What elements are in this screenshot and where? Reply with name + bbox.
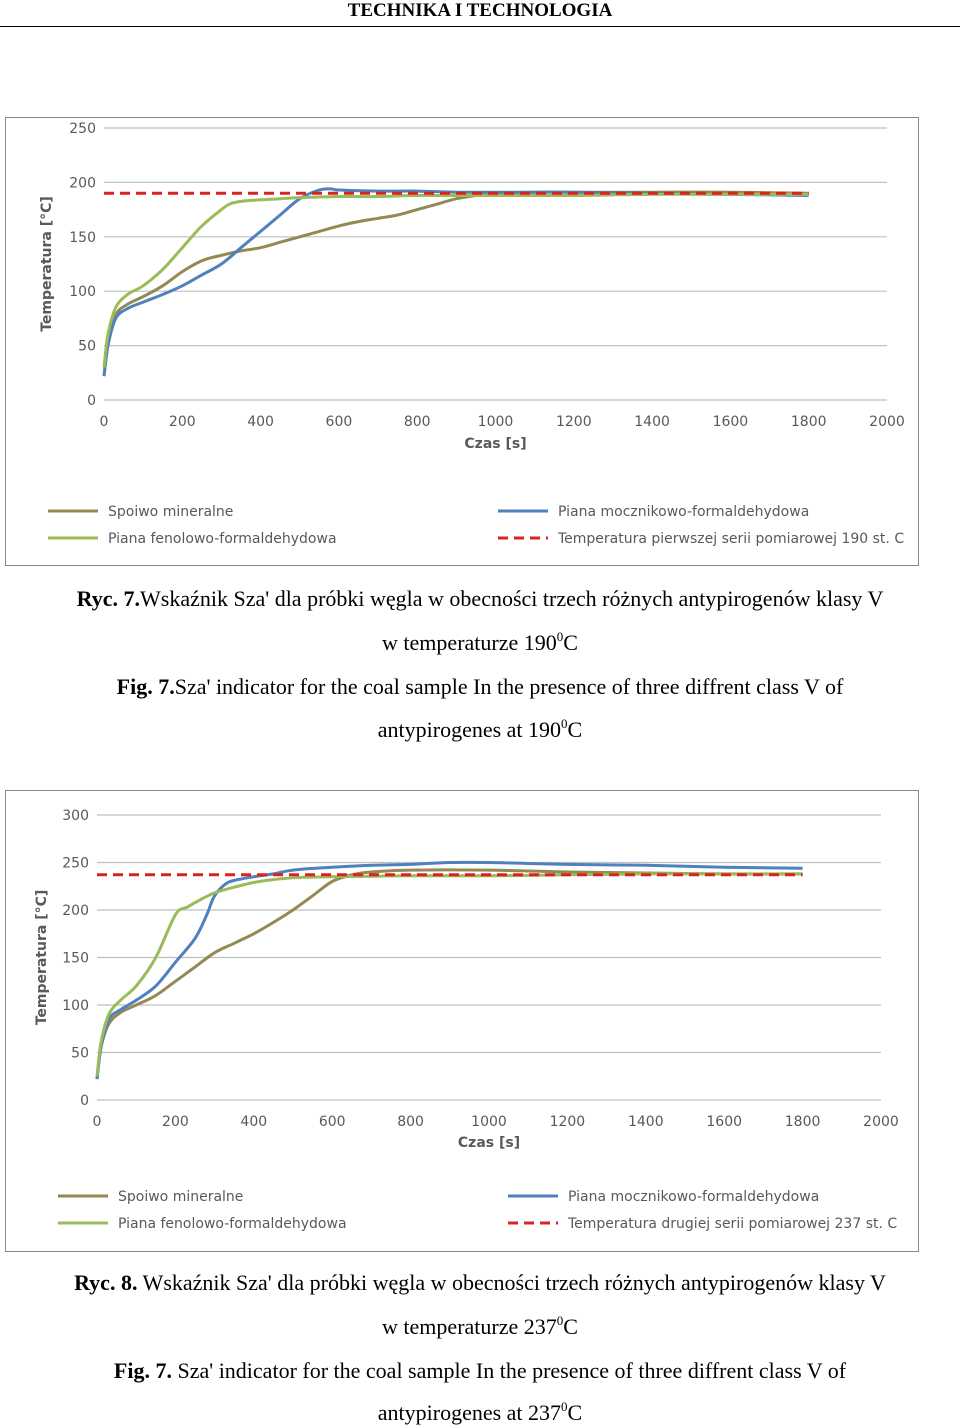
- chart-2-xtick-label: 1600: [706, 1114, 742, 1130]
- chart-2-xaxis-title: Czas [s]: [458, 1135, 520, 1151]
- chart-1-xtick-label: 400: [247, 414, 274, 430]
- page-header: TECHNIKA I TECHNOLOGIA: [0, 0, 960, 27]
- chart-1-legend-label-1: Spoiwo mineralne: [108, 504, 233, 520]
- chart-1: 0 50 100 150 200 250 0 200 400 600 800 1000 1200 1400…: [5, 117, 919, 566]
- caption-1-pl-line2-text: w temperaturze 190: [382, 630, 557, 655]
- caption-2-pl-unit: C: [563, 1314, 578, 1339]
- chart-1-legend-label-3: Piana fenolowo-formaldehydowa: [108, 531, 337, 547]
- caption-2-en-label: Fig. 7.: [113, 1358, 172, 1383]
- caption-2-en-sup: 0: [561, 1399, 568, 1414]
- chart-1-xtick-label: 200: [169, 414, 196, 430]
- chart-2-ytick-label: 0: [80, 1093, 89, 1109]
- chart-2-xtick-label: 800: [397, 1114, 424, 1130]
- chart-2-ytick-label: 100: [62, 998, 89, 1014]
- chart-2-legend-label-4: Temperatura drugiej serii pomiarowej 237…: [567, 1216, 897, 1232]
- chart-2-series-line-3: [95, 872, 803, 1077]
- chart-2-xtick-label: 600: [319, 1114, 346, 1130]
- chart-1-ytick-label: 50: [78, 339, 96, 355]
- chart-1-series-line-3: [102, 192, 809, 368]
- chart-1-ytick-label: 100: [69, 284, 96, 300]
- caption-1-en-text: Sza' indicator for the coal sample In th…: [174, 674, 844, 699]
- caption-2-en-line2: antypirogenes at 2370C: [0, 1400, 960, 1426]
- chart-2-ytick-label: 50: [71, 1046, 89, 1062]
- caption-1-pl-sup: 0: [556, 629, 564, 644]
- chart-1-xtick-label: 0: [100, 414, 109, 430]
- caption-2-en-unit: C: [567, 1400, 583, 1425]
- chart-1-xaxis-title: Czas [s]: [464, 436, 526, 452]
- caption-2-pl: Ryc. 8. Wskaźnik Sza' dla próbki węgla w…: [0, 1270, 960, 1296]
- caption-1-en: Fig. 7.Sza' indicator for the coal sampl…: [0, 674, 960, 700]
- caption-2-en-line2-text: antypirogenes at 237: [377, 1400, 562, 1425]
- caption-2-pl-sup: 0: [556, 1313, 564, 1328]
- chart-2-yaxis-title: Temperatura [°C]: [34, 890, 50, 1026]
- chart-2: 0 50 100 150 200 250 300 0 200 400 600 800 1000 1200 1…: [5, 790, 919, 1252]
- chart-2-svg: 0 50 100 150 200 250 300 0 200 400 600 800 1000 1200 1…: [34, 808, 899, 1232]
- chart-1-series-line-2: [102, 187, 809, 377]
- chart-1-xtick-label: 1400: [634, 414, 670, 430]
- caption-1-pl: Ryc. 7.Wskaźnik Sza' dla próbki węgla w …: [0, 586, 960, 612]
- chart-2-xtick-label: 1800: [785, 1114, 821, 1130]
- caption-1-pl-line2: w temperaturze 1900C: [0, 630, 960, 656]
- chart-2-legend-label-3: Piana fenolowo-formaldehydowa: [118, 1216, 347, 1232]
- chart-1-legend-label-4: Temperatura pierwszej serii pomiarowej 1…: [557, 531, 904, 547]
- chart-1-ytick-label: 200: [69, 175, 96, 191]
- chart-2-ytick-label: 250: [62, 856, 89, 872]
- chart-1-ytick-label: 250: [69, 121, 96, 137]
- chart-2-series-line-2: [95, 860, 803, 1080]
- caption-1-pl-label: Ryc. 7.: [76, 586, 140, 611]
- chart-1-xtick-label: 600: [326, 414, 353, 430]
- caption-1-en-label: Fig. 7.: [116, 674, 175, 699]
- caption-2-en: Fig. 7. Sza' indicator for the coal samp…: [0, 1358, 960, 1384]
- chart-1-ytick-label: 150: [69, 230, 96, 246]
- caption-2-en-text: Sza' indicator for the coal sample In th…: [171, 1358, 847, 1383]
- caption-1-en-sup: 0: [561, 716, 568, 731]
- chart-2-xtick-label: 1200: [550, 1114, 586, 1130]
- chart-2-ytick-label: 200: [62, 903, 89, 919]
- chart-2-xtick-label: 2000: [863, 1114, 899, 1130]
- chart-2-legend-label-2: Piana mocznikowo-formaldehydowa: [568, 1189, 819, 1205]
- caption-1-pl-text: Wskaźnik Sza' dla próbki węgla w obecnoś…: [140, 586, 884, 611]
- chart-1-xtick-label: 800: [404, 414, 431, 430]
- chart-2-xtick-label: 200: [162, 1114, 189, 1130]
- chart-1-ytick-label: 0: [87, 393, 96, 409]
- chart-1-svg: 0 50 100 150 200 250 0 200 400 600 800 1000 1200 1400…: [39, 121, 905, 547]
- chart-1-legend-label-2: Piana mocznikowo-formaldehydowa: [558, 504, 809, 520]
- chart-2-ytick-label: 150: [62, 951, 89, 967]
- caption-1-pl-unit: C: [563, 630, 578, 655]
- chart-2-xtick-label: 1400: [628, 1114, 664, 1130]
- chart-1-xtick-label: 1600: [713, 414, 749, 430]
- caption-2-pl-text: Wskaźnik Sza' dla próbki węgla w obecnoś…: [137, 1270, 886, 1295]
- chart-1-xtick-label: 1800: [791, 414, 827, 430]
- header-title: TECHNIKA I TECHNOLOGIA: [347, 0, 613, 21]
- caption-1-en-unit: C: [567, 717, 583, 742]
- chart-2-xtick-label: 0: [93, 1114, 102, 1130]
- chart-2-xtick-label: 400: [240, 1114, 267, 1130]
- chart-1-yaxis-title: Temperatura [°C]: [39, 196, 55, 332]
- caption-2-pl-line2-text: w temperaturze 237: [382, 1314, 557, 1339]
- chart-1-xtick-label: 1000: [478, 414, 514, 430]
- chart-1-xtick-label: 1200: [556, 414, 592, 430]
- chart-2-series-line-1: [95, 868, 803, 1080]
- caption-1-en-line2-text: antypirogenes at 190: [377, 717, 562, 742]
- caption-2-pl-label: Ryc. 8.: [74, 1270, 138, 1295]
- caption-1-en-line2: antypirogenes at 1900C: [0, 717, 960, 743]
- chart-2-ytick-label: 300: [62, 808, 89, 824]
- chart-1-xtick-label: 2000: [869, 414, 905, 430]
- caption-2-pl-line2: w temperaturze 2370C: [0, 1314, 960, 1340]
- chart-2-legend-label-1: Spoiwo mineralne: [118, 1189, 243, 1205]
- chart-2-xtick-label: 1000: [471, 1114, 507, 1130]
